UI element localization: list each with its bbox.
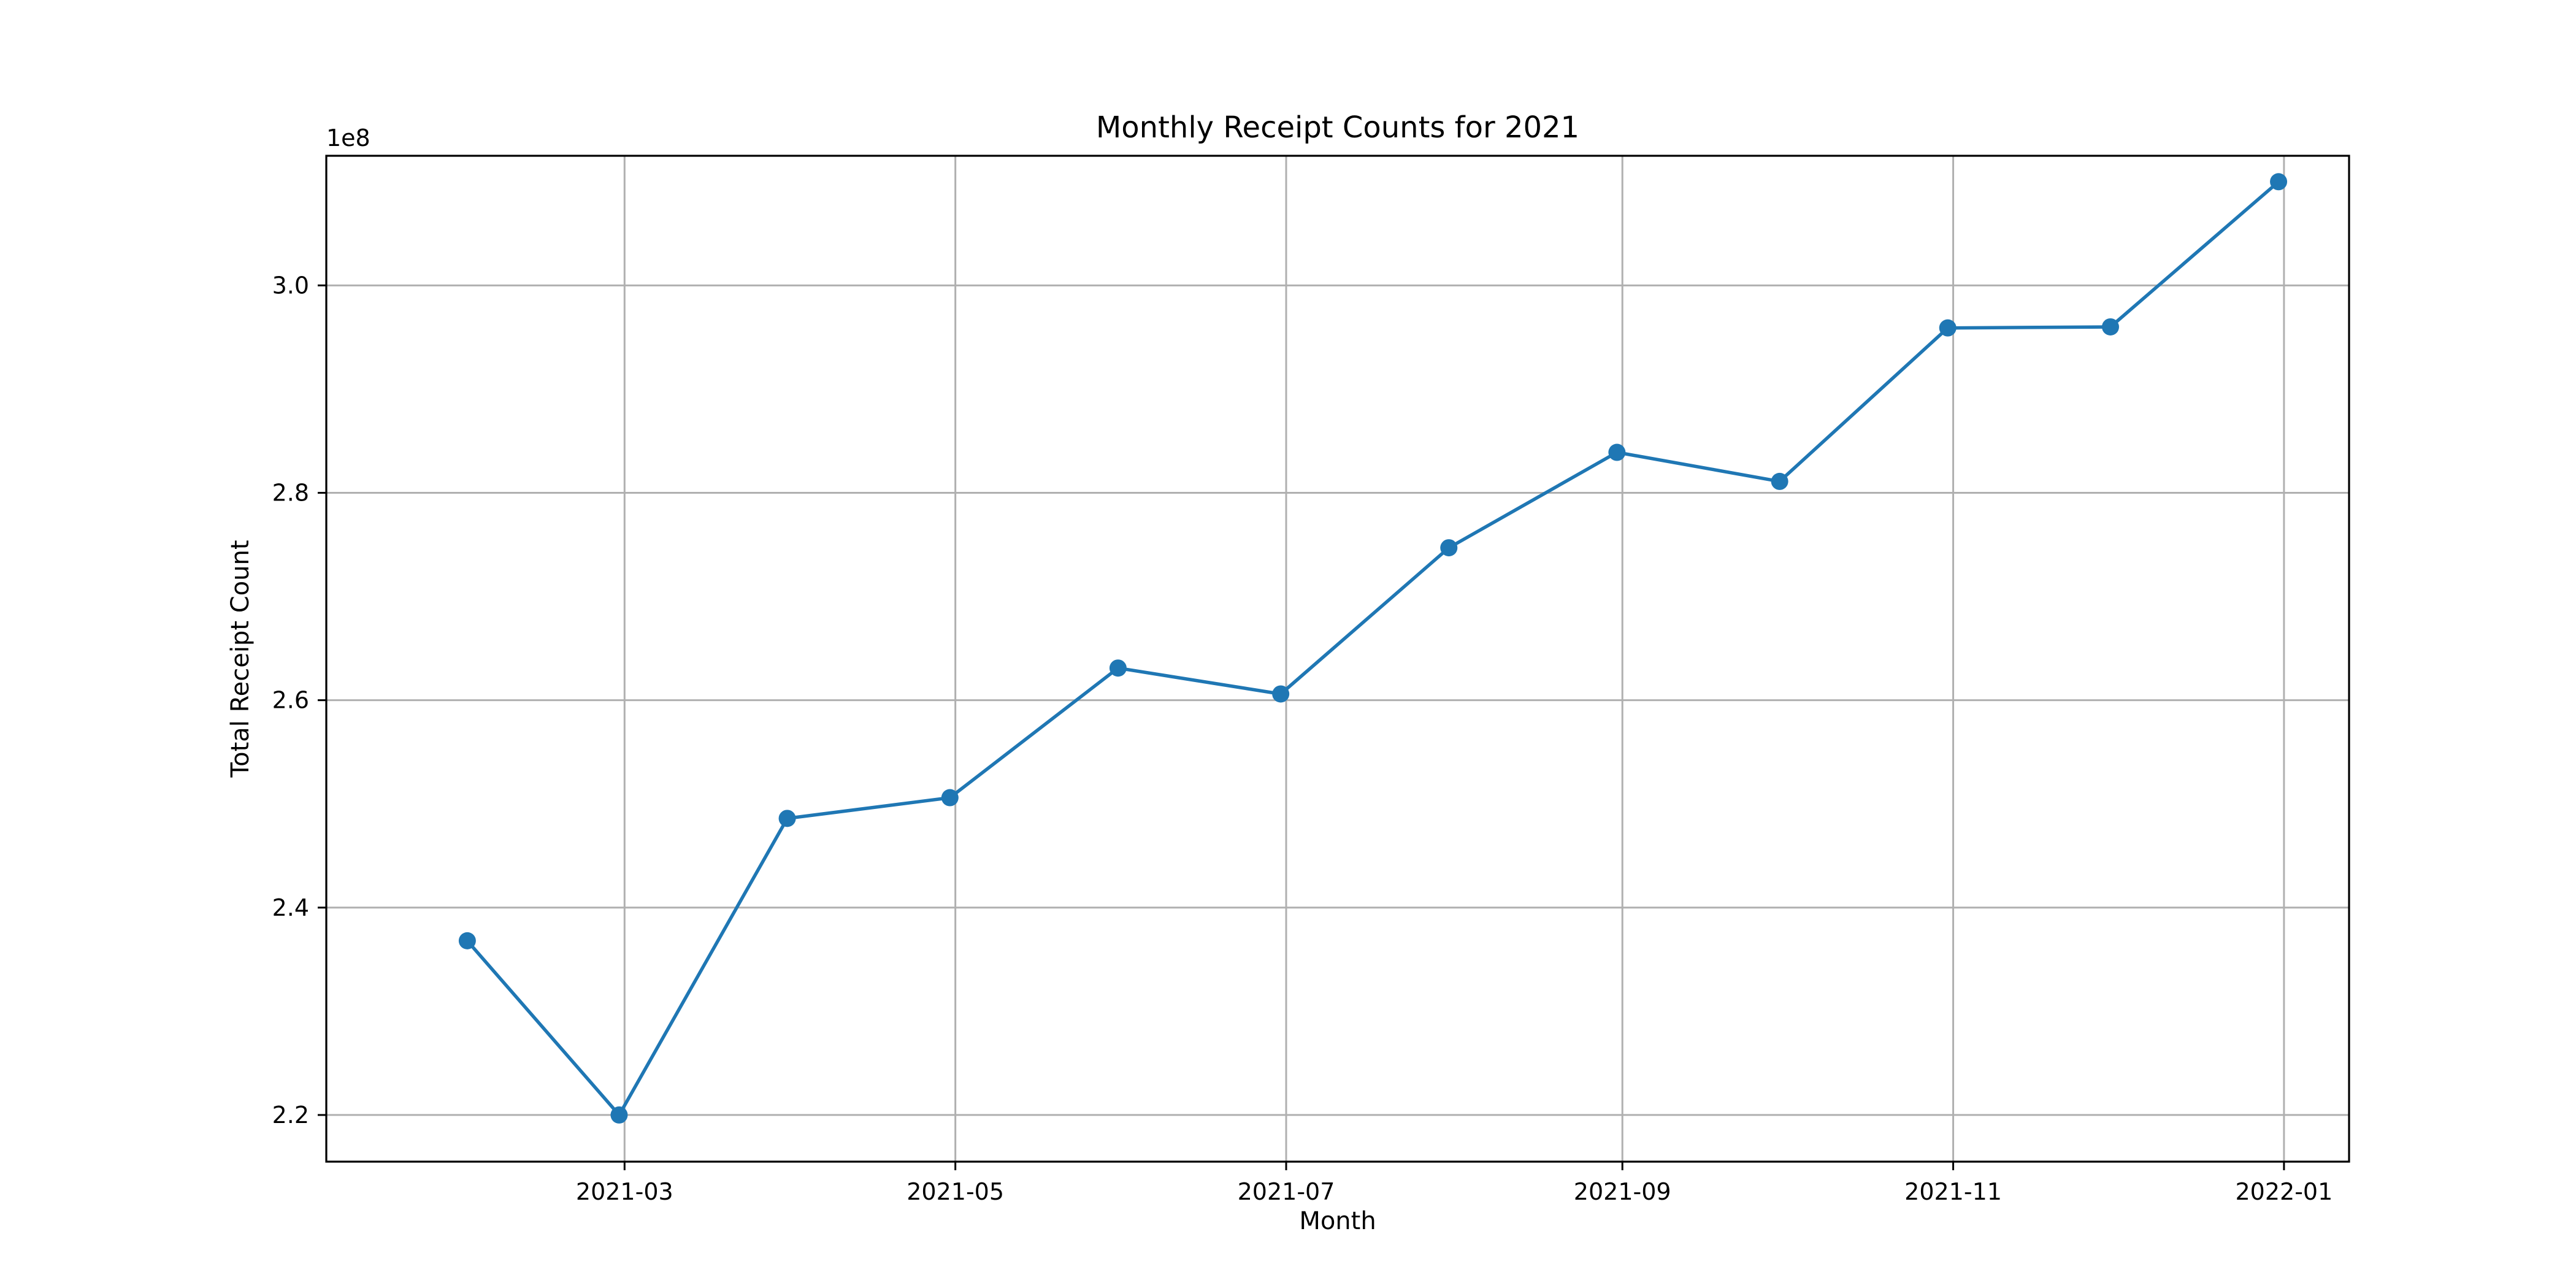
data-point xyxy=(1939,319,1957,337)
grid-lines xyxy=(326,156,2349,1162)
y-axis-label: Total Receipt Count xyxy=(226,540,255,778)
data-point xyxy=(941,789,959,807)
x-axis-label: Month xyxy=(1299,1207,1376,1235)
x-tick-label: 2021-07 xyxy=(1238,1178,1335,1205)
x-tick-label: 2021-05 xyxy=(907,1178,1004,1205)
series-line xyxy=(466,180,2280,1117)
data-point xyxy=(1440,539,1458,557)
data-point xyxy=(1272,685,1290,703)
data-series xyxy=(458,173,2288,1124)
y-tick-label: 2.4 xyxy=(272,894,309,921)
y-tick-label: 2.2 xyxy=(272,1102,309,1129)
y-tick-label: 3.0 xyxy=(272,272,309,299)
y-tick-label: 2.8 xyxy=(272,479,309,506)
data-point xyxy=(778,810,796,827)
data-point xyxy=(2101,318,2119,335)
data-point xyxy=(2270,173,2288,191)
plot-area-frame xyxy=(325,155,2350,1163)
data-point xyxy=(1771,472,1788,490)
y-tick-label: 2.6 xyxy=(272,687,309,714)
data-point xyxy=(458,932,476,949)
x-tick-label: 2022-01 xyxy=(2236,1178,2333,1205)
data-point xyxy=(1608,443,1626,461)
x-tick-label: 2021-03 xyxy=(576,1178,673,1205)
x-tick-label: 2021-09 xyxy=(1574,1178,1671,1205)
axis-ticks: 2021-03 2021-05 2021-07 2021-09 2021-11 2022-… xyxy=(272,272,2333,1205)
data-point xyxy=(610,1106,628,1124)
chart-title: Monthly Receipt Counts for 2021 xyxy=(1096,110,1579,145)
data-point xyxy=(1109,659,1127,677)
y-axis-offset-label: 1e8 xyxy=(326,125,370,151)
x-tick-label: 2021-11 xyxy=(1904,1178,2002,1205)
